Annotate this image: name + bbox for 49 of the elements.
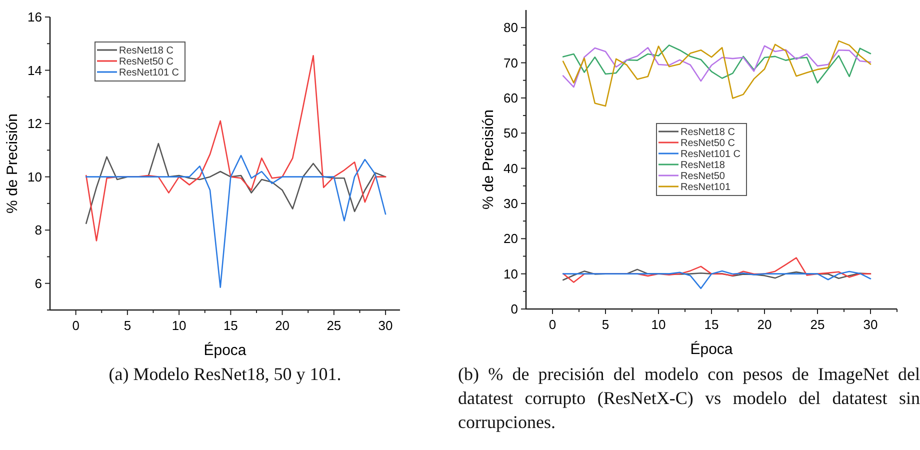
x-tick-label: 10 [651,317,666,332]
y-tick-label: 14 [28,62,42,78]
y-tick-label: 70 [504,55,518,70]
x-tick-label: 15 [223,318,238,333]
text: (a) Modelo ResNet18, 50 y 101. [108,363,342,386]
x-tick-label: 25 [326,318,342,333]
y-axis-title: % de Precisión [4,113,21,214]
x-tick-label: 15 [704,317,719,332]
line-series [562,40,872,107]
y-tick-label: 50 [504,126,518,141]
x-tick-label: 30 [863,317,878,332]
x-tick-label: 5 [124,318,132,333]
y-tick-label: 30 [504,196,518,211]
y-tick-label: 16 [28,10,42,24]
legend-label: ResNet50 [680,171,726,182]
y-tick-label: 40 [504,160,518,176]
x-tick-label: 5 [602,317,610,332]
line-series [85,142,386,224]
x-axis-title: Época [690,340,734,358]
text: (b) % de precisión del modelo con pesos de ImageNet del datatest corrupto (ResNetX-C) vs modelo del datatest sin corrupciones. [458,363,920,434]
legend-label: ResNet101 C [119,68,180,78]
x-tick-label: 10 [172,318,186,333]
line-series [85,154,386,288]
line-series [562,270,872,290]
legend-label: ResNet50 C [119,56,174,68]
y-tick-label: 0 [510,302,518,316]
line-series [85,54,386,242]
x-tick-label: 20 [275,318,290,333]
legend-label: ResNet101 [680,182,731,193]
x-tick-label: 0 [72,318,80,333]
y-tick-label: 10 [28,169,42,184]
y-tick-label: 6 [34,276,42,291]
x-tick-label: 30 [378,318,393,333]
legend-label: ResNet50 C [680,138,735,149]
x-tick-label: 25 [810,317,825,332]
y-axis-title: % de Precisión [480,109,497,210]
x-axis-title: Época [204,341,247,359]
y-tick-label: 60 [504,90,518,106]
x-tick-label: 20 [757,317,772,332]
y-tick-label: 12 [28,116,42,132]
x-tick-label: 0 [548,317,556,332]
y-tick-label: 80 [504,20,518,36]
y-tick-label: 10 [504,266,518,282]
legend-label: ResNet18 C [680,127,735,138]
legend-label: ResNet18 C [119,46,174,56]
legend-label: ResNet101 C [680,149,741,160]
legend-label: ResNet18 [680,160,726,171]
y-tick-label: 20 [504,231,518,246]
y-tick-label: 8 [34,222,42,238]
